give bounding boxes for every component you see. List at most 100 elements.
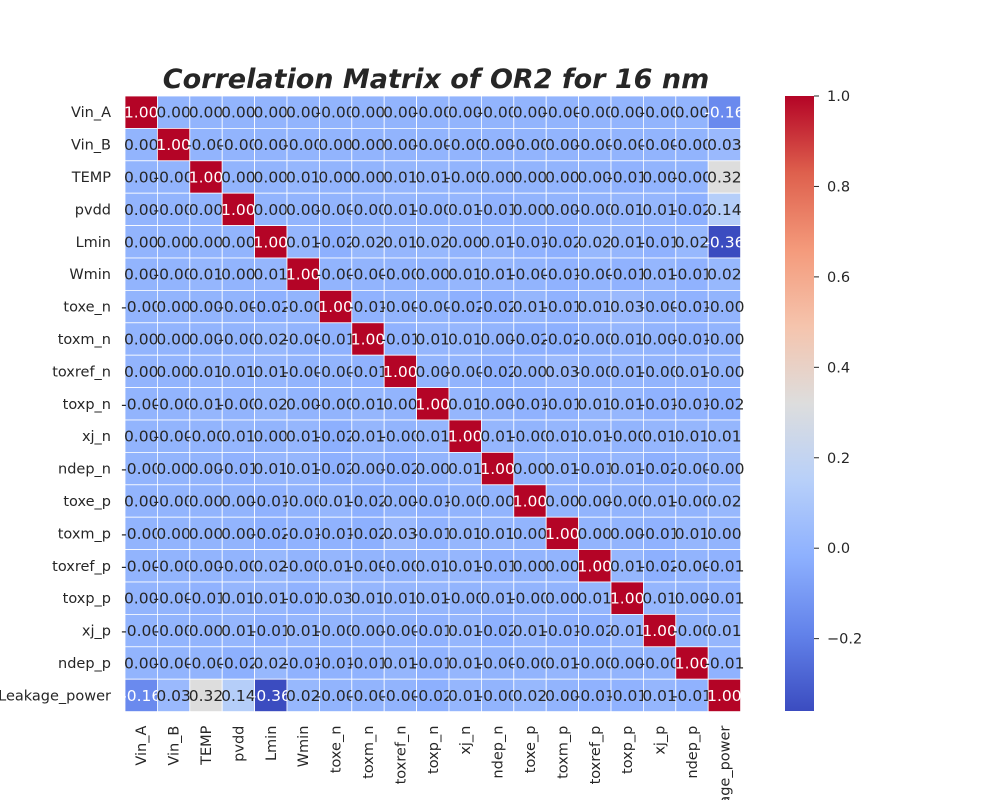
heatmap-cell bbox=[156, 516, 191, 551]
cell-value-label: 1.00 bbox=[189, 169, 224, 187]
heatmap-cell bbox=[643, 516, 677, 551]
heatmap-cell bbox=[610, 484, 644, 518]
heatmap-cell bbox=[643, 160, 677, 194]
cell-value-label: -0.00 bbox=[672, 557, 712, 575]
y-tick-label: pvdd bbox=[75, 202, 111, 218]
cell-value-label: -0.00 bbox=[478, 104, 518, 122]
cell-value-label: -0.01 bbox=[316, 331, 356, 349]
x-tick-label: pvdd bbox=[231, 726, 247, 762]
cell-value-label: -0.01 bbox=[510, 233, 550, 251]
heatmap-cell bbox=[707, 451, 742, 486]
heatmap-cell bbox=[189, 387, 223, 421]
cell-value-label: 0.01 bbox=[610, 460, 645, 478]
colorbar-tick-label: 0.2 bbox=[827, 451, 850, 467]
y-tick-label: toxe_p bbox=[63, 494, 111, 510]
heatmap-cell bbox=[221, 160, 255, 194]
heatmap-cell bbox=[318, 614, 353, 648]
heatmap-cell bbox=[643, 289, 677, 324]
heatmap-cell bbox=[416, 678, 450, 713]
heatmap-cell bbox=[707, 419, 742, 453]
heatmap-cell bbox=[707, 549, 742, 583]
cell-value-label: 1.00 bbox=[513, 493, 548, 511]
heatmap-cell bbox=[189, 322, 223, 356]
cell-value-label: 0.01 bbox=[416, 590, 451, 608]
cell-value-label: 0.01 bbox=[513, 622, 548, 640]
cell-value-label: -0.00 bbox=[380, 298, 420, 316]
heatmap-cell bbox=[189, 257, 223, 291]
cell-value-label: -0.02 bbox=[348, 525, 388, 543]
cell-value-label: 0.03 bbox=[707, 136, 742, 154]
cell-value-label: -0.00 bbox=[218, 557, 258, 575]
heatmap-cell bbox=[189, 678, 223, 713]
cell-value-label: 0.01 bbox=[480, 590, 515, 608]
cell-value-label: -0.00 bbox=[316, 395, 356, 413]
heatmap-cell bbox=[480, 387, 515, 421]
heatmap-cell bbox=[448, 581, 482, 615]
cell-value-label: 0.01 bbox=[448, 687, 483, 705]
cell-value-label: 0.01 bbox=[318, 493, 353, 511]
cell-value-label: -0.00 bbox=[154, 266, 194, 284]
cell-value-label: 0.01 bbox=[480, 525, 515, 543]
heatmap-cell bbox=[416, 127, 450, 162]
heatmap-cell bbox=[707, 387, 742, 421]
cell-value-label: -0.00 bbox=[575, 655, 615, 673]
cell-value-label: -0.01 bbox=[218, 460, 258, 478]
cell-value-label: 0.00 bbox=[124, 590, 159, 608]
cell-value-label: -0.00 bbox=[121, 298, 161, 316]
heatmap-cell bbox=[124, 678, 158, 713]
heatmap-cell bbox=[513, 516, 547, 551]
heatmap-cell bbox=[448, 614, 482, 648]
chart-title: Correlation Matrix of OR2 for 16 nm bbox=[163, 64, 709, 95]
cell-value-label: 0.00 bbox=[610, 525, 645, 543]
heatmap-cell bbox=[286, 419, 320, 453]
cell-value-label: -0.00 bbox=[154, 201, 194, 219]
heatmap-cell bbox=[254, 678, 288, 713]
heatmap-cell bbox=[221, 289, 255, 324]
heatmap-cell bbox=[480, 127, 515, 162]
heatmap-cell bbox=[351, 646, 385, 680]
cell-value-label: -0.00 bbox=[348, 266, 388, 284]
cell-value-label: 0.01 bbox=[578, 428, 613, 446]
cell-value-label: -0.00 bbox=[121, 557, 161, 575]
cell-value-label: 0.00 bbox=[642, 169, 677, 187]
colorbar-tick-label: 0.8 bbox=[827, 179, 850, 195]
cell-value-label: 0.00 bbox=[351, 622, 386, 640]
cell-value-label: 0.00 bbox=[189, 331, 224, 349]
colorbar-gradient bbox=[785, 96, 814, 711]
heatmap-cell bbox=[383, 225, 418, 259]
cell-value-label: 0.01 bbox=[675, 363, 710, 381]
cell-value-label: 0.02 bbox=[254, 557, 289, 575]
cell-value-label: -0.00 bbox=[186, 428, 226, 446]
cell-value-label: -0.00 bbox=[445, 493, 485, 511]
cell-value-label: -0.01 bbox=[348, 298, 388, 316]
x-tick-label: ndep_n bbox=[491, 726, 507, 779]
cell-value-label: 0.01 bbox=[416, 169, 451, 187]
heatmap-cell bbox=[545, 484, 580, 518]
heatmap-cell bbox=[124, 257, 158, 291]
cell-value-label: 0.01 bbox=[286, 460, 321, 478]
heatmap-cell bbox=[513, 614, 547, 648]
heatmap-cell bbox=[156, 614, 191, 648]
cell-value-label: 0.01 bbox=[578, 298, 613, 316]
heatmap-cell bbox=[124, 354, 158, 389]
heatmap-cell bbox=[156, 549, 191, 583]
heatmap-cell bbox=[286, 257, 320, 291]
heatmap-cell bbox=[675, 516, 709, 551]
cell-value-label: -0.00 bbox=[154, 655, 194, 673]
cell-value-label: -0.00 bbox=[316, 687, 356, 705]
cell-value-label: -0.00 bbox=[283, 136, 323, 154]
heatmap-cell bbox=[513, 451, 547, 486]
cell-value-label: 0.01 bbox=[383, 590, 418, 608]
heatmap-cell bbox=[156, 289, 191, 324]
cell-value-label: -0.00 bbox=[510, 590, 550, 608]
heatmap-cell bbox=[124, 516, 158, 551]
x-tick-label: xj_n bbox=[458, 726, 474, 755]
x-tick-label: toxref_p bbox=[588, 726, 604, 785]
cell-value-label: -0.02 bbox=[316, 233, 356, 251]
heatmap-cell bbox=[254, 225, 288, 259]
cell-value-label: -0.00 bbox=[704, 298, 744, 316]
heatmap-cell bbox=[286, 516, 320, 551]
heatmap-cell bbox=[254, 289, 288, 324]
cell-value-label: -0.00 bbox=[704, 363, 744, 381]
cell-value-label: 1.00 bbox=[480, 460, 515, 478]
